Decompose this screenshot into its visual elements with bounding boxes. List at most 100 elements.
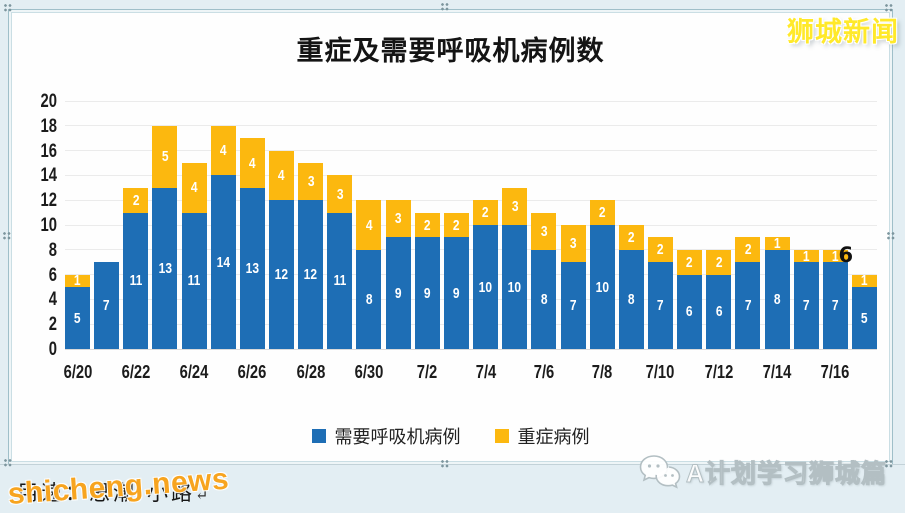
y-tick-label: 20 bbox=[40, 91, 57, 112]
bar-value-label: 1 bbox=[74, 272, 81, 290]
bar-value-label: 7 bbox=[569, 297, 577, 315]
chart-title: 重症及需要呼吸机病例数 bbox=[296, 36, 605, 66]
bar-segment-severe: 3 bbox=[327, 175, 353, 213]
bar-value-label: 14 bbox=[216, 253, 230, 271]
bar-6/24: 11 4 bbox=[181, 101, 207, 349]
resize-handle-bottom-left[interactable] bbox=[4, 459, 12, 467]
bar-segment-severe: 2 bbox=[589, 200, 615, 225]
bar-value-label: 2 bbox=[482, 204, 489, 222]
bar-7/5: 10 3 bbox=[502, 101, 528, 349]
y-tick-label: 0 bbox=[48, 339, 57, 360]
y-tick-label: 14 bbox=[40, 165, 57, 187]
x-tick-label-7/8: 7/8 bbox=[591, 362, 613, 382]
bar-segment-ventilator: 9 bbox=[443, 237, 469, 349]
watermark-shicheng-news-cn: 狮城新闻 bbox=[787, 17, 899, 47]
bar-segment-severe: 1 bbox=[793, 249, 819, 264]
bar-6/29: 11 3 bbox=[327, 101, 353, 349]
bar-segment-severe: 3 bbox=[385, 200, 411, 238]
bar-value-label: 4 bbox=[190, 179, 198, 197]
bar-segment-ventilator: 9 bbox=[385, 237, 411, 349]
bar-value-label: 3 bbox=[540, 222, 548, 240]
resize-handle-middle-right[interactable] bbox=[887, 232, 895, 240]
bar-segment-ventilator: 6 bbox=[677, 274, 703, 349]
bar-segment-severe: 2 bbox=[123, 187, 149, 213]
bar-6/22: 11 2 bbox=[123, 101, 149, 349]
bar-6/28: 12 3 bbox=[298, 101, 324, 349]
bar-value-label: 7 bbox=[657, 297, 664, 315]
bar-segment-ventilator: 11 bbox=[123, 212, 149, 349]
bar-value-label: 2 bbox=[598, 204, 606, 222]
bar-segment-severe: 4 bbox=[210, 125, 236, 176]
watermark-plan-a-text: A计划学习狮城篇 bbox=[685, 460, 887, 489]
bar-value-label: 4 bbox=[365, 216, 373, 234]
bar-segment-ventilator: 8 bbox=[356, 249, 382, 349]
bar-value-label: 7 bbox=[103, 297, 110, 315]
bar-segment-severe: 2 bbox=[677, 249, 703, 275]
bar-segment-severe: 1 bbox=[65, 272, 90, 290]
bar-value-label: 5 bbox=[861, 309, 868, 327]
bar-value-label: 12 bbox=[303, 266, 318, 284]
bar-value-label: 7 bbox=[832, 297, 839, 315]
gridline-y2 bbox=[65, 323, 877, 325]
bar-value-label: 10 bbox=[508, 278, 522, 296]
bar-segment-ventilator: 10 bbox=[473, 225, 499, 349]
bar-value-label: 2 bbox=[627, 228, 635, 246]
bar-segment-ventilator: 12 bbox=[298, 200, 324, 349]
resize-handle-middle-left[interactable] bbox=[3, 232, 11, 240]
bar-value-label: 1 bbox=[832, 247, 839, 265]
bar-segment-ventilator: 14 bbox=[210, 175, 236, 349]
legend-label-ventilator: 需要呼吸机病例 bbox=[334, 427, 461, 447]
bar-value-label: 13 bbox=[245, 259, 260, 277]
chart-image-frame[interactable]: 重症及需要呼吸机病例数 0 2 4 6 8 10 12 14 16 18 20 5 1 7 11 2 13 5 1… bbox=[8, 9, 893, 465]
bar-6/27: 12 4 bbox=[269, 101, 295, 349]
bar-segment-ventilator: 8 bbox=[764, 249, 790, 349]
x-axis-labels: 6/20 6/22 6/24 6/26 6/28 6/30 7/2 7/4 7/6 7/8 7/10… bbox=[63, 362, 877, 388]
bar-segment-ventilator: 7 bbox=[94, 262, 120, 349]
bar-segment-severe: 2 bbox=[443, 212, 469, 238]
bar-value-label: 2 bbox=[453, 216, 460, 234]
x-tick-label-7/12: 7/12 bbox=[704, 362, 734, 382]
bar-segment-severe: 3 bbox=[502, 187, 528, 225]
resize-handle-top-right[interactable] bbox=[885, 4, 893, 12]
y-tick-label: 10 bbox=[40, 215, 57, 236]
bar-value-label: 3 bbox=[394, 210, 402, 228]
y-tick-label: 6 bbox=[48, 264, 57, 286]
bar-6/21: 7 bbox=[94, 101, 120, 349]
resize-handle-bottom-middle[interactable] bbox=[441, 460, 449, 468]
bar-value-label: 8 bbox=[627, 290, 635, 308]
bar-segment-ventilator: 13 bbox=[239, 187, 265, 349]
gridline-y8 bbox=[65, 249, 877, 251]
gridline-y14 bbox=[65, 174, 877, 176]
y-axis-labels: 0 2 4 6 8 10 12 14 16 18 20 bbox=[9, 92, 57, 359]
bar-value-label: 4 bbox=[219, 142, 227, 160]
watermark-plan-a: A计划学习狮城篇 bbox=[638, 452, 887, 492]
bar-value-label: 7 bbox=[802, 297, 810, 315]
x-tick-label-6/26: 6/26 bbox=[237, 362, 267, 382]
bar-segment-severe: 3 bbox=[531, 212, 557, 250]
bar-segment-ventilator: 8 bbox=[531, 249, 557, 349]
bar-value-label: 6 bbox=[686, 303, 693, 321]
bar-segment-severe: 4 bbox=[269, 150, 295, 201]
resize-handle-top-middle[interactable] bbox=[441, 3, 449, 11]
bar-6/23: 13 5 bbox=[152, 101, 178, 349]
bar-value-label: 8 bbox=[540, 290, 548, 308]
bar-value-label: 3 bbox=[336, 185, 344, 203]
chat-bubbles-icon bbox=[639, 455, 681, 489]
bar-value-label: 3 bbox=[307, 173, 315, 191]
bar-segment-ventilator: 11 bbox=[181, 212, 207, 349]
x-tick-label-6/24: 6/24 bbox=[179, 362, 209, 382]
resize-handle-bottom-right[interactable] bbox=[885, 460, 893, 468]
x-tick-label-6/20: 6/20 bbox=[63, 362, 92, 382]
bar-segment-ventilator: 6 bbox=[706, 274, 732, 349]
bar-value-label: 11 bbox=[129, 272, 143, 290]
resize-handle-top-left[interactable] bbox=[4, 4, 12, 12]
bar-segment-severe: 4 bbox=[356, 200, 382, 250]
bar-6/25: 14 4 bbox=[210, 101, 236, 349]
bar-segment-ventilator: 7 bbox=[735, 262, 761, 349]
plot-area: 5 1 7 11 2 13 5 11 4 14 4 13 4 12 4 12 3 11 3 8 4 9 3 9 2 9 2 10 2 10… bbox=[65, 100, 877, 350]
